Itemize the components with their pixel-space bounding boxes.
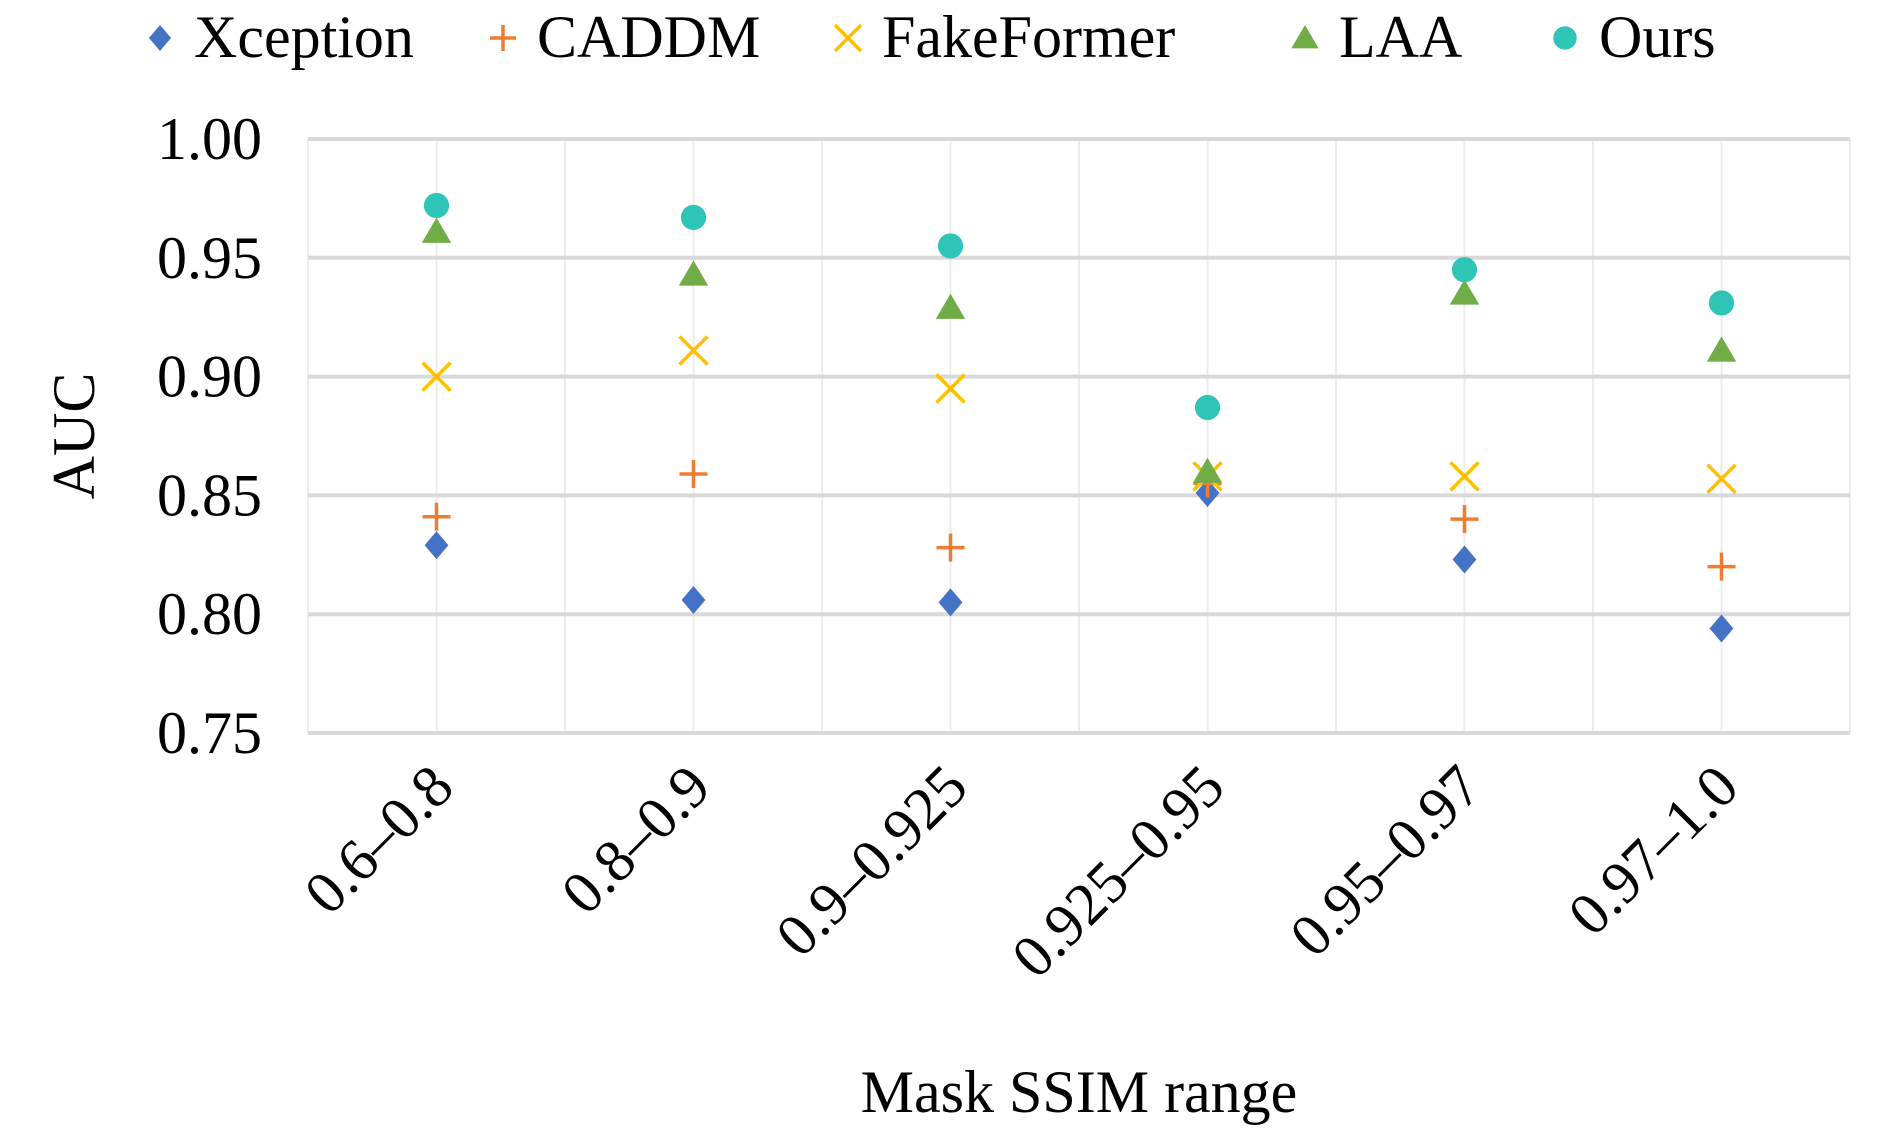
- y-tick-labels: 0.75 0.80 0.85 0.90 0.95 1.00: [157, 106, 262, 766]
- y-tick-label: 0.80: [157, 581, 262, 647]
- y-tick-label: 0.75: [157, 700, 262, 766]
- xception-marker: [681, 585, 706, 614]
- x-tick-labels: 0.6–0.8 0.8–0.9 0.9–0.925 0.925–0.95 0.95–0.…: [292, 753, 1751, 991]
- fakeformer-marker: [1706, 463, 1737, 495]
- laa-marker: [935, 293, 966, 319]
- x-tick-label: 0.925–0.95: [999, 753, 1237, 991]
- xception-marker: [1452, 545, 1477, 574]
- grid: [307, 137, 1851, 735]
- y-tick-label: 0.95: [157, 225, 262, 291]
- laa-marker: [1291, 25, 1319, 49]
- series-laa: [421, 217, 1737, 483]
- y-tick-label: 0.85: [157, 462, 262, 528]
- legend-item-caddm: CADDM: [490, 4, 760, 70]
- x-tick-label: 0.6–0.8: [292, 753, 466, 927]
- xception-marker: [148, 25, 172, 51]
- series-ours: [423, 192, 1735, 421]
- ours-marker: [937, 233, 964, 259]
- legend: Xception CADDM FakeFormer LAA Ours: [148, 4, 1716, 70]
- xception-marker: [938, 588, 963, 617]
- legend-label: Ours: [1599, 4, 1716, 70]
- legend-label: FakeFormer: [882, 4, 1175, 70]
- legend-label: CADDM: [537, 4, 760, 70]
- laa-marker: [1706, 336, 1737, 362]
- laa-marker: [1192, 457, 1223, 483]
- caddm-marker: [679, 460, 708, 489]
- ours-marker: [1708, 290, 1735, 316]
- legend-item-laa: LAA: [1291, 4, 1462, 70]
- fakeformer-marker: [833, 23, 863, 53]
- ours-marker: [423, 192, 450, 219]
- laa-marker: [1449, 279, 1480, 305]
- caddm-marker: [490, 25, 516, 51]
- legend-label: Xception: [194, 4, 414, 70]
- x-tick-label: 0.95–0.97: [1277, 753, 1493, 969]
- legend-item-ours: Ours: [1553, 4, 1716, 70]
- y-tick-label: 1.00: [157, 106, 262, 172]
- caddm-marker: [422, 502, 451, 531]
- xception-marker: [1709, 614, 1734, 643]
- ours-marker: [1451, 257, 1478, 283]
- fakeformer-marker: [1449, 461, 1480, 492]
- fakeformer-marker: [421, 361, 452, 392]
- data-points: [421, 192, 1737, 643]
- legend-item-xception: Xception: [148, 4, 414, 70]
- y-axis-label: AUC: [41, 373, 107, 500]
- laa-marker: [421, 217, 452, 243]
- legend-item-fakeformer: FakeFormer: [833, 4, 1175, 70]
- ours-marker: [680, 204, 707, 231]
- x-tick-label: 0.9–0.925: [763, 753, 979, 969]
- ours-marker: [1194, 394, 1221, 421]
- y-tick-label: 0.90: [157, 344, 262, 410]
- x-tick-label: 0.8–0.9: [549, 753, 723, 927]
- series-fakeformer: [421, 335, 1737, 495]
- xception-marker: [424, 531, 449, 560]
- x-tick-label: 0.97–1.0: [1556, 753, 1751, 948]
- fakeformer-marker: [678, 335, 709, 366]
- series-caddm: [422, 460, 1736, 581]
- caddm-marker: [936, 533, 965, 562]
- x-axis-label: Mask SSIM range: [861, 1059, 1298, 1125]
- ours-marker: [1553, 26, 1577, 50]
- legend-label: LAA: [1339, 4, 1462, 70]
- fakeformer-marker: [935, 373, 966, 404]
- caddm-marker: [1707, 552, 1736, 581]
- caddm-marker: [1450, 505, 1479, 534]
- laa-marker: [678, 260, 709, 286]
